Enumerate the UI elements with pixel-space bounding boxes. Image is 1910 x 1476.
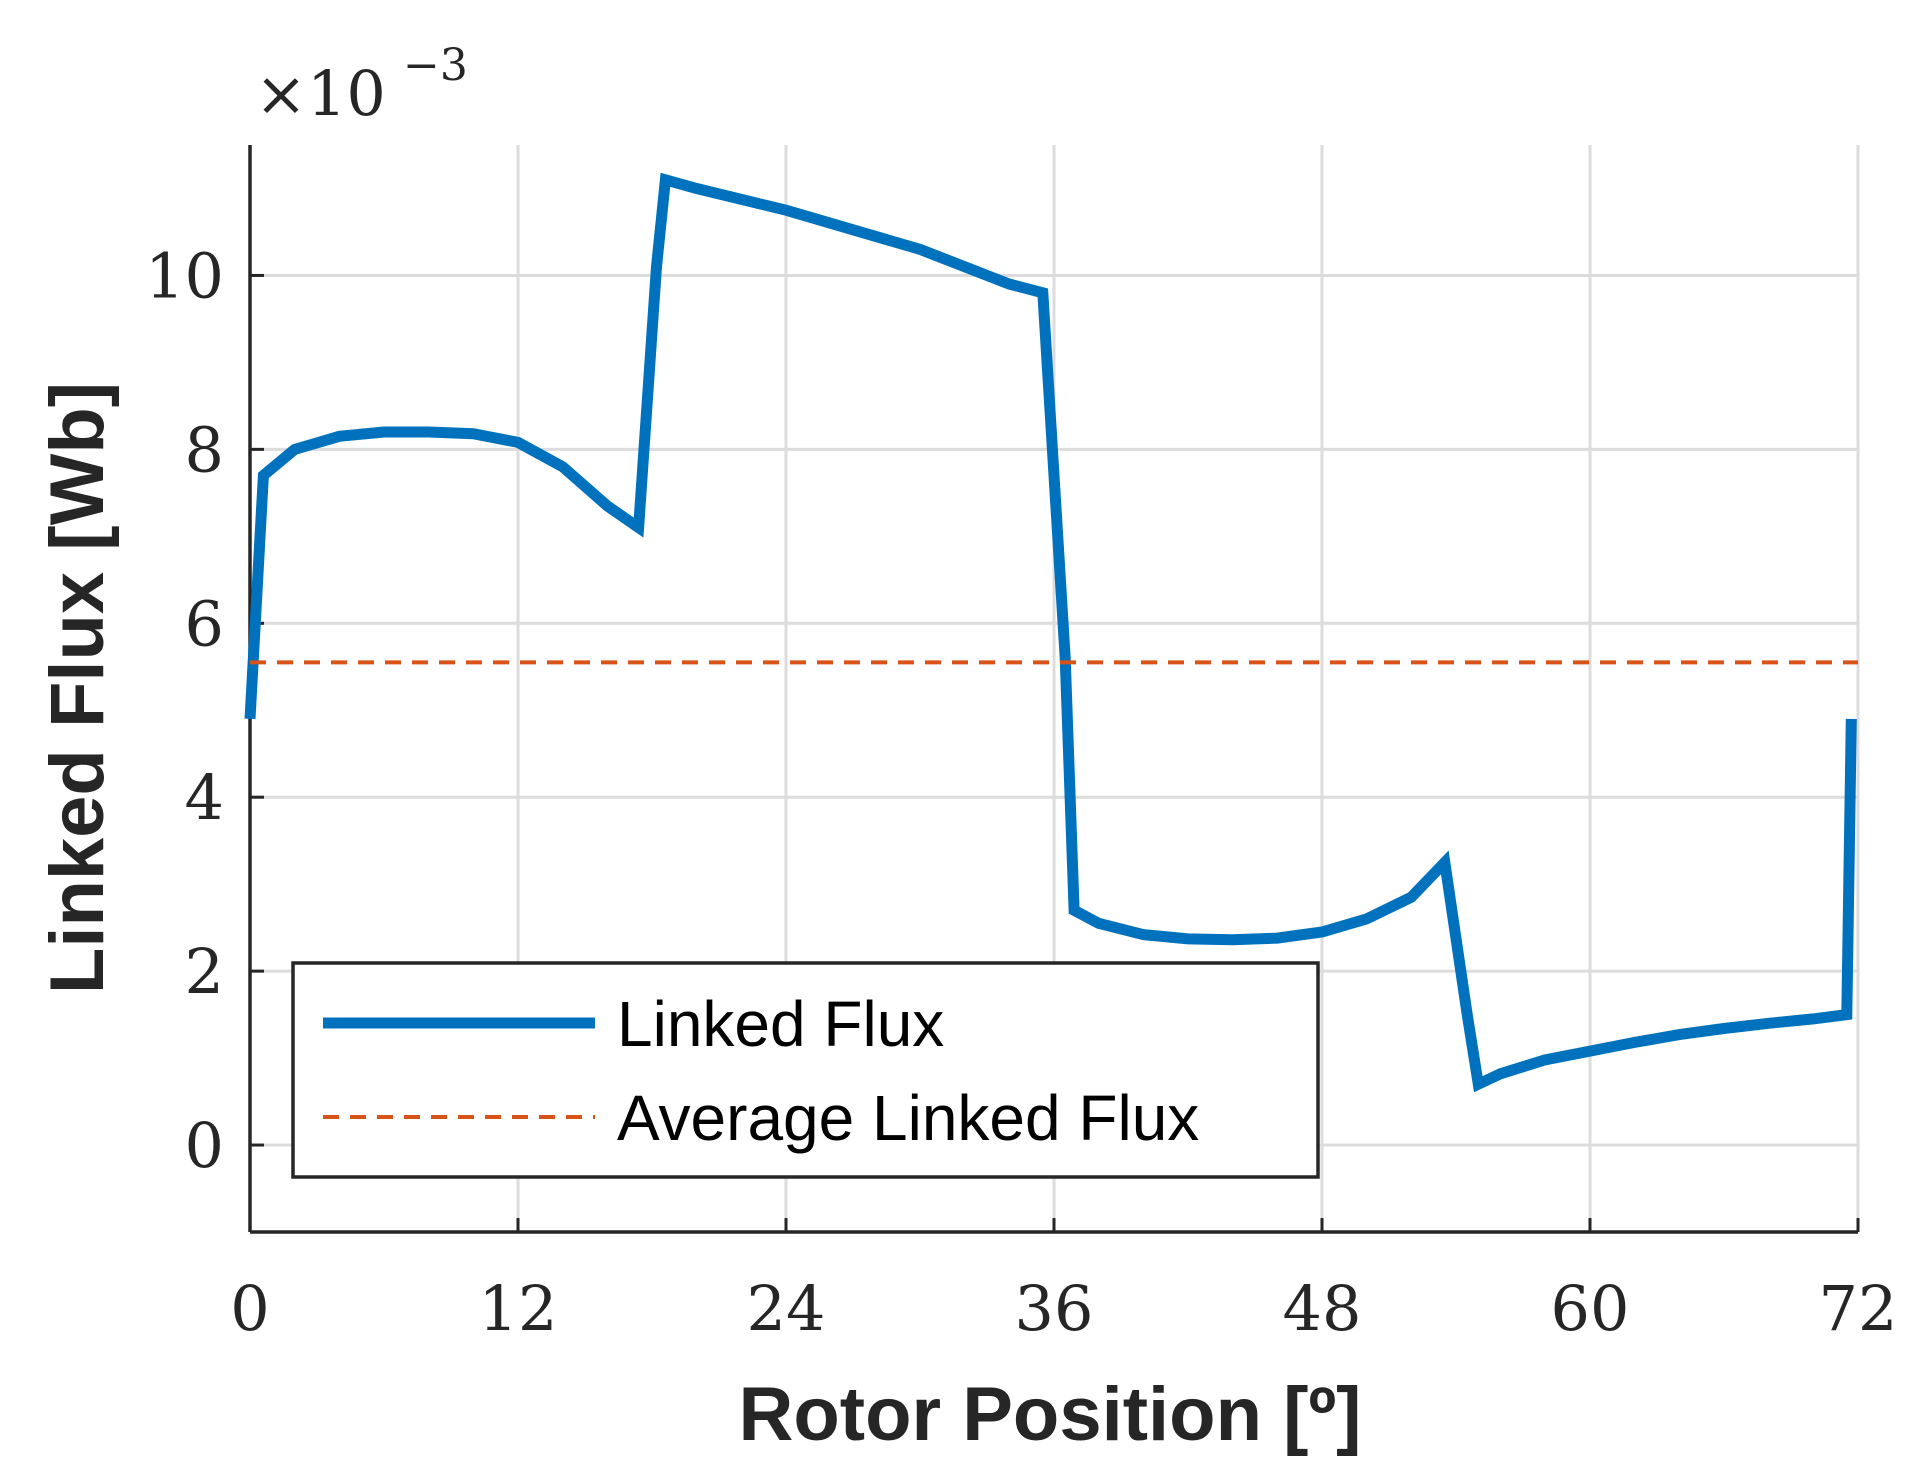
y-tick-label: 2 [185,935,224,1008]
legend-label-average-linked-flux: Average Linked Flux [617,1082,1199,1154]
series [244,172,1858,1093]
x-tick-label: 12 [479,1272,558,1345]
y-tick-label: 8 [185,413,224,486]
x-tick-label: 72 [1819,1272,1898,1345]
y-tick-label: 10 [145,239,224,312]
legend-label-linked-flux: Linked Flux [617,988,944,1060]
y-axis-title: Linked Flux [Wb] [35,382,120,994]
x-tick-label: 24 [747,1272,826,1345]
series-linked-flux [244,172,1857,1093]
y-tick-label: 4 [185,761,224,834]
y-multiplier-exponent: −3 [403,40,468,91]
x-tick-label: 36 [1015,1272,1094,1345]
y-tick-label: 0 [185,1109,224,1182]
x-tick-label: 0 [230,1272,269,1345]
x-tick-label: 48 [1283,1272,1362,1345]
x-tick-label: 60 [1551,1272,1630,1345]
y-multiplier-base: ×10 [255,57,386,130]
legend: Linked Flux Average Linked Flux [291,961,1320,1179]
y-multiplier: ×10 −3 [255,40,468,130]
x-axis-title: Rotor Position [º] [739,1372,1362,1457]
legend-box [291,961,1320,1179]
y-tick-label: 6 [185,587,224,660]
